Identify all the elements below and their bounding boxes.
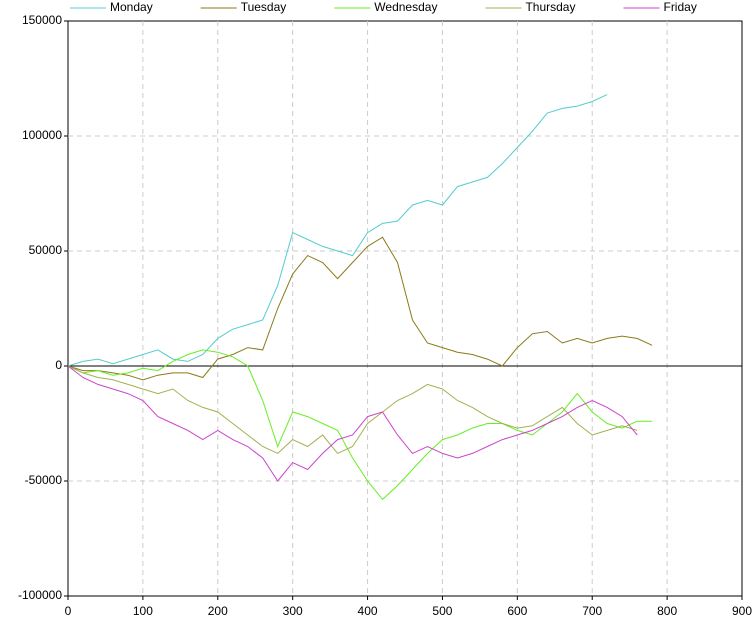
- y-tick-label: 150000: [22, 13, 62, 27]
- y-tick-label: 50000: [29, 243, 63, 257]
- series-line: [67, 94, 608, 367]
- y-tick-label: -50000: [25, 473, 63, 487]
- x-tick-label: 200: [208, 604, 228, 618]
- plot-area: [67, 20, 743, 597]
- legend-label: Friday: [663, 0, 696, 14]
- series-line: [67, 349, 653, 501]
- y-tick-label: 100000: [22, 128, 62, 142]
- x-tick-label: 600: [507, 604, 527, 618]
- legend-label: Tuesday: [241, 0, 287, 14]
- legend-label: Monday: [110, 0, 153, 14]
- x-tick-label: 800: [657, 604, 677, 618]
- series-line: [67, 236, 653, 381]
- x-tick-label: 700: [582, 604, 602, 618]
- x-tick-label: 400: [358, 604, 378, 618]
- x-tick-label: 100: [133, 604, 153, 618]
- y-tick-label: 0: [55, 358, 62, 372]
- y-tick-label: -100000: [18, 588, 62, 602]
- x-tick-label: 500: [432, 604, 452, 618]
- series-line: [67, 365, 638, 482]
- legend-label: Wednesday: [374, 0, 437, 14]
- x-tick-label: 0: [65, 604, 72, 618]
- legend-label: Thursday: [525, 0, 575, 14]
- x-tick-label: 900: [732, 604, 752, 618]
- x-tick-label: 300: [283, 604, 303, 618]
- series-line: [67, 365, 638, 455]
